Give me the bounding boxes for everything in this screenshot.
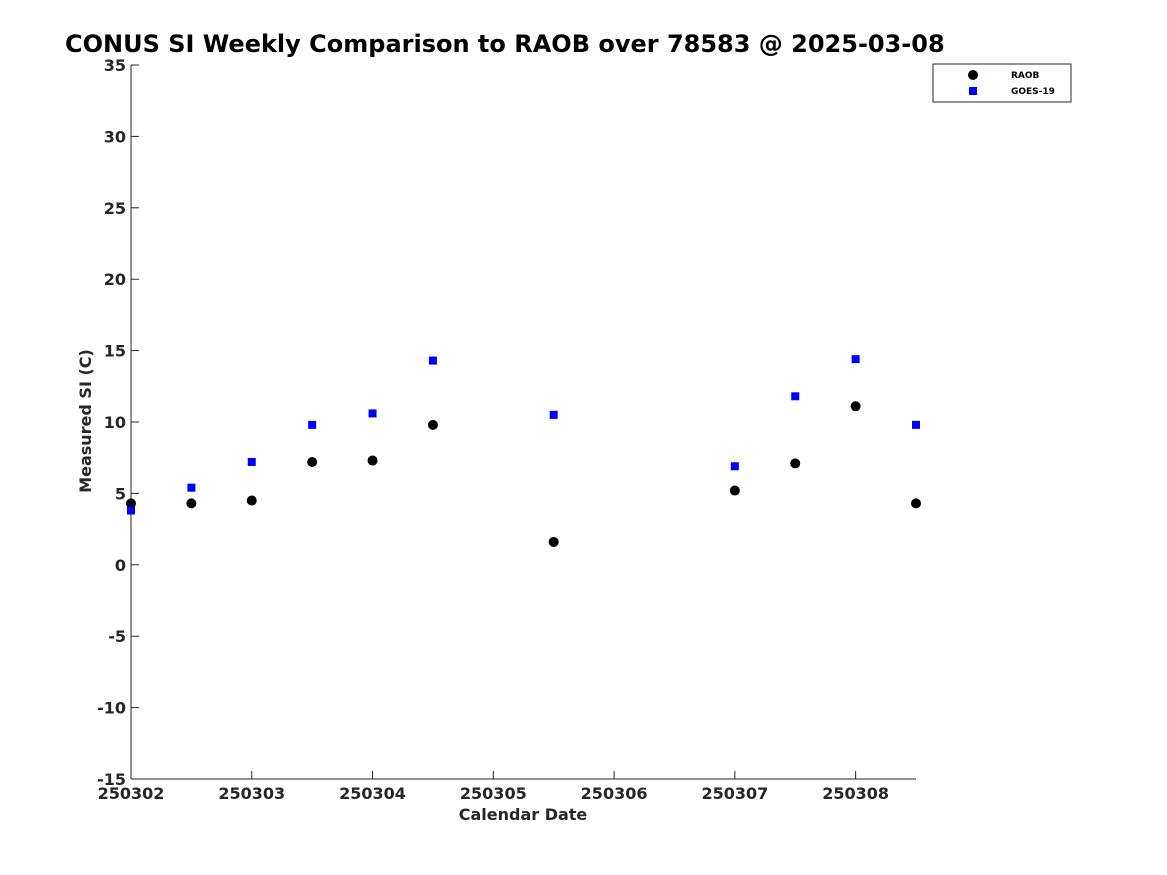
goes-point [912,420,920,429]
legend-marker-raob [968,70,978,80]
y-tick-label: 25 [104,199,126,218]
y-tick-label: -15 [97,770,126,789]
y-tick-label: 5 [115,484,126,503]
x-tick-label: 250305 [460,784,527,803]
y-tick-label: 15 [104,342,126,361]
x-tick-label: 250303 [218,784,285,803]
legend-label: RAOB [1011,71,1040,81]
raob-point [850,401,861,412]
x-tick-label: 250304 [339,784,406,803]
legend-marker-goes [969,87,977,95]
goes-point [730,462,739,471]
goes-point [428,356,437,365]
x-tick-label: 250308 [822,784,889,803]
x-tick-label: 250302 [98,784,165,803]
goes-point [791,392,800,401]
raob-point [246,495,257,506]
goes-point [851,355,860,364]
legend-box [932,63,1072,103]
series-raob [126,401,921,547]
raob-point [729,485,740,496]
legend-label: GOES-19 [1011,87,1055,97]
raob-point [367,455,378,466]
goes-point [187,483,196,492]
axes: -15 -10 -5 0 5 10 15 20 25 30 35 250302 250303 250304… [97,56,916,803]
x-axis-label: Calendar Date [459,805,588,824]
series-goes-19 [127,355,920,515]
data-marks [126,355,921,547]
legend: RAOB GOES-19 [932,63,1072,103]
chart-title: CONUS SI Weekly Comparison to RAOB over … [65,30,945,58]
raob-point [790,458,801,469]
goes-point [308,420,317,429]
goes-point [368,409,377,418]
y-tick-label: 20 [104,270,126,289]
goes-point [549,410,558,419]
x-tick-label: 250306 [581,784,648,803]
goes-point [247,457,256,466]
y-tick-label: 0 [115,556,126,575]
y-tick-label: 35 [104,56,126,75]
raob-point [427,419,438,430]
y-tick-label: 30 [104,127,126,146]
y-axis-label: Measured SI (C) [76,349,95,493]
y-tick-label: -5 [108,627,126,646]
x-tick-label: 250307 [701,784,768,803]
raob-point [307,456,318,467]
goes-point [127,506,135,515]
raob-point [548,536,559,547]
raob-point [186,498,197,509]
y-tick-label: -10 [97,699,126,718]
raob-point [911,498,921,509]
y-tick-label: 10 [104,413,126,432]
raob-point [126,498,136,509]
